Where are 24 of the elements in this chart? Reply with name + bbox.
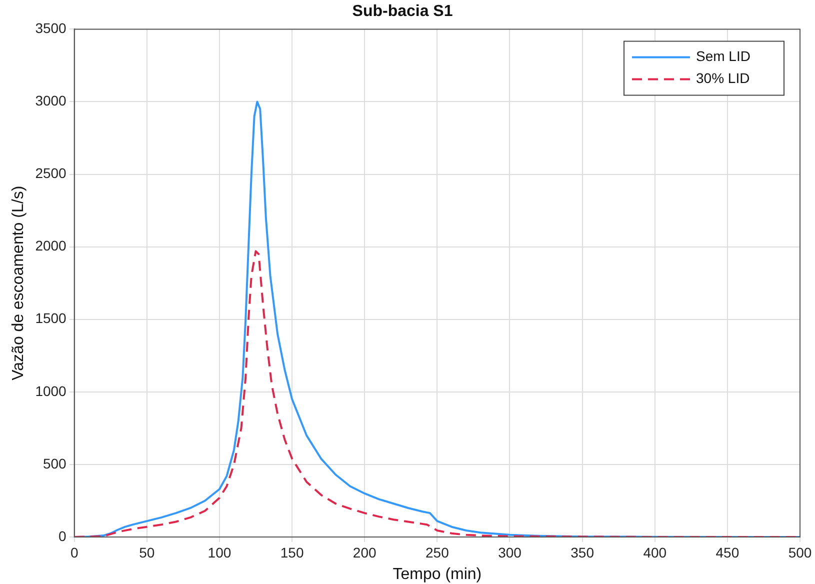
legend-label: Sem LID [696,48,750,64]
y-tick-label: 1000 [35,382,67,399]
y-tick-label: 2500 [35,165,67,182]
y-tick-label: 500 [42,455,67,472]
y-tick-label: 3000 [35,92,67,109]
y-axis-title: Vazão de escoamento (L/s) [10,186,28,380]
x-axis-title: Tempo (min) [392,566,482,583]
y-tick-label: 0 [58,528,67,544]
y-tick-label: 2000 [35,238,67,254]
x-tick-label: 400 [643,544,667,560]
chart-title: Sub-bacia S1 [352,3,453,20]
x-tick-label: 0 [70,544,78,560]
x-tick-label: 50 [139,544,155,560]
x-tick-label: 300 [498,544,522,560]
legend-label: 30% LID [696,70,750,86]
x-tick-label: 100 [208,544,232,560]
x-tick-label: 350 [570,544,594,560]
x-tick-label: 500 [788,544,812,560]
x-tick-label: 150 [280,544,304,560]
x-tick-label: 250 [425,544,450,560]
x-tick-label: 200 [352,544,376,560]
y-tick-label: 1500 [35,310,67,326]
y-tick-label: 3500 [35,20,67,36]
x-tick-label: 450 [716,544,740,560]
